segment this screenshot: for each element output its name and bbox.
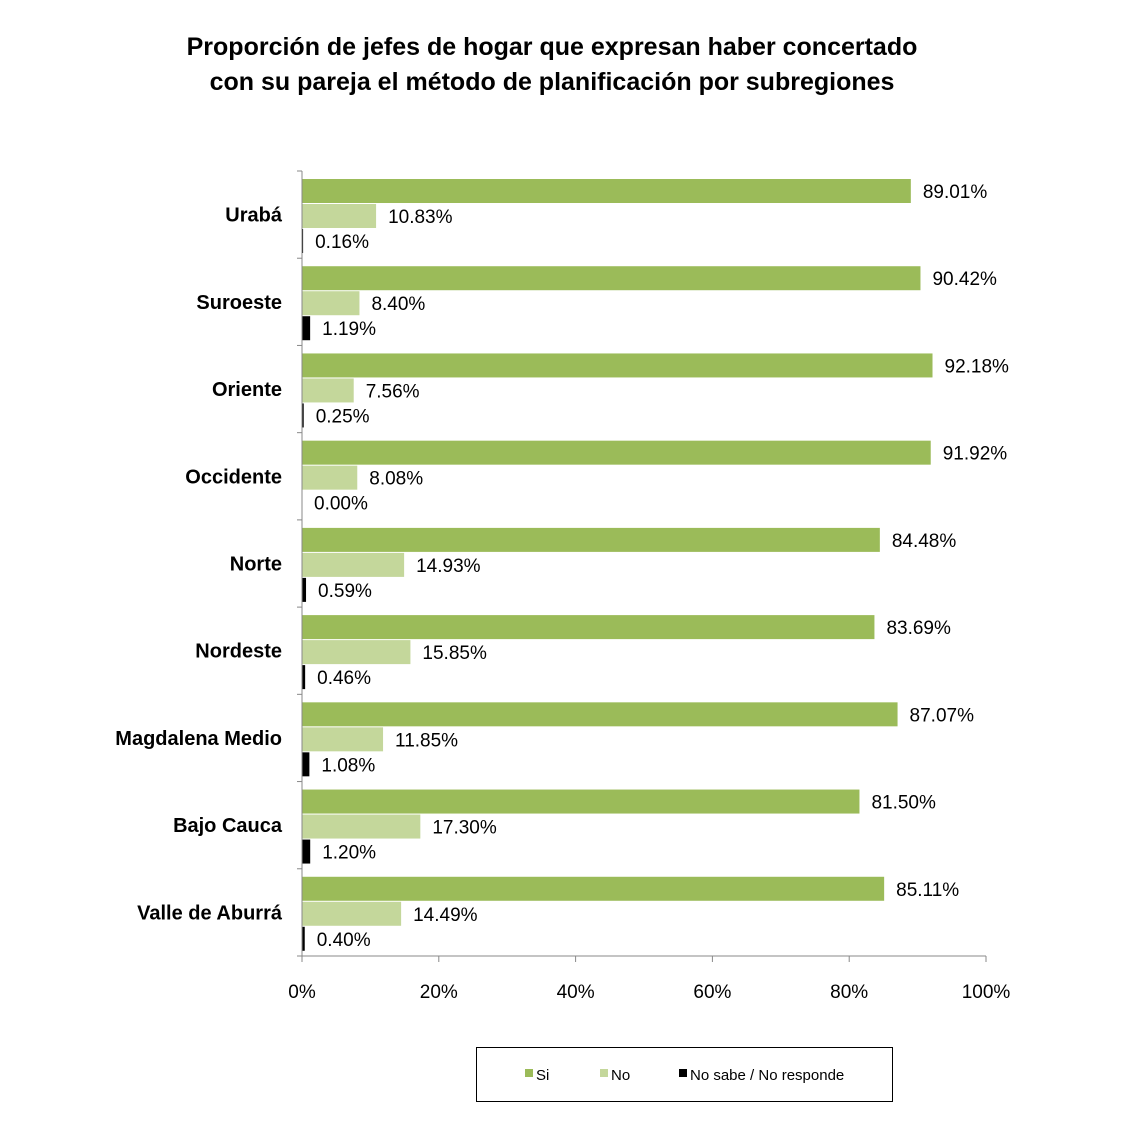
legend-swatch-0 — [525, 1069, 533, 1077]
data-label: 83.69% — [886, 618, 951, 639]
category-label: Suroeste — [196, 292, 282, 314]
x-tick-label: 20% — [420, 982, 458, 1003]
category-label: Nordeste — [195, 641, 282, 663]
data-label: 14.49% — [413, 905, 478, 926]
bar-2-0 — [302, 229, 304, 253]
data-label: 85.11% — [896, 880, 959, 901]
bar-2-8 — [302, 926, 305, 951]
legend-swatch-1 — [600, 1069, 608, 1077]
bar-1-1 — [302, 291, 360, 316]
category-label: Norte — [230, 554, 282, 576]
data-label: 84.48% — [892, 531, 957, 552]
data-label: 15.85% — [422, 643, 487, 664]
bar-2-7 — [302, 839, 311, 864]
bar-2-4 — [302, 577, 307, 602]
x-tick-label: 80% — [830, 982, 868, 1003]
data-label: 1.20% — [322, 843, 376, 864]
category-label: Urabá — [225, 205, 283, 227]
bar-0-6 — [302, 702, 898, 727]
legend-swatch-2 — [679, 1069, 687, 1077]
chart-title: Proporción de jefes de hogar que expresa… — [186, 33, 918, 96]
bar-0-5 — [302, 615, 875, 640]
bar-1-8 — [302, 901, 402, 926]
data-label: 0.16% — [315, 232, 369, 253]
data-label: 0.25% — [316, 406, 370, 427]
data-label: 17.30% — [432, 818, 497, 839]
bar-0-0 — [302, 179, 911, 203]
bar-1-3 — [302, 465, 358, 490]
bar-1-4 — [302, 552, 405, 577]
bar-0-8 — [302, 876, 885, 901]
legend-label: No sabe / No responde — [690, 1067, 844, 1084]
bar-1-5 — [302, 640, 411, 665]
data-label: 0.00% — [314, 494, 368, 515]
x-tick-label: 40% — [557, 982, 595, 1003]
category-label: Bajo Cauca — [173, 815, 283, 837]
category-label: Occidente — [185, 466, 282, 488]
bar-0-3 — [302, 440, 931, 465]
bars-layer: 89.01% 10.83% 0.16% 90.42% 8.40% 1.19% 92.18% 7… — [302, 179, 1009, 951]
x-tick-label: 100% — [962, 982, 1011, 1003]
bar-0-7 — [302, 789, 860, 814]
bar-0-1 — [302, 266, 921, 291]
data-label: 0.59% — [318, 581, 372, 602]
data-label: 91.92% — [943, 444, 1008, 465]
bar-0-4 — [302, 527, 880, 552]
legend: Si No No sabe / No responde — [476, 1047, 893, 1102]
bar-2-5 — [302, 665, 306, 690]
legend-label: Si — [536, 1067, 549, 1084]
data-label: 10.83% — [388, 207, 453, 228]
x-tick-label: 60% — [693, 982, 731, 1003]
bar-2-2 — [302, 403, 304, 428]
data-label: 89.01% — [923, 182, 988, 203]
bar-1-7 — [302, 814, 421, 839]
bar-2-1 — [302, 316, 311, 341]
data-label: 11.85% — [395, 730, 458, 751]
category-label: Magdalena Medio — [115, 728, 282, 750]
data-label: 7.56% — [366, 381, 420, 402]
category-label: Oriente — [212, 379, 282, 401]
data-label: 8.40% — [371, 294, 425, 315]
data-label: 8.08% — [369, 469, 423, 490]
bar-1-0 — [302, 204, 377, 228]
legend-label: No — [611, 1067, 630, 1084]
bar-1-2 — [302, 378, 354, 403]
data-label: 0.40% — [317, 930, 371, 951]
bar-0-2 — [302, 353, 933, 378]
axis-layer: Urabá Suroeste Oriente Occidente Norte Nordes… — [115, 170, 1011, 1003]
data-label: 87.07% — [910, 705, 975, 726]
bar-2-6 — [302, 752, 310, 777]
data-label: 1.19% — [322, 319, 376, 340]
data-label: 1.08% — [321, 755, 375, 776]
data-label: 92.18% — [945, 356, 1010, 377]
category-label: Valle de Aburrá — [137, 902, 283, 924]
data-label: 14.93% — [416, 556, 481, 577]
data-label: 0.46% — [317, 668, 371, 689]
bar-1-6 — [302, 727, 384, 752]
data-label: 90.42% — [932, 269, 997, 290]
x-tick-label: 0% — [288, 982, 316, 1003]
data-label: 81.50% — [871, 793, 936, 814]
